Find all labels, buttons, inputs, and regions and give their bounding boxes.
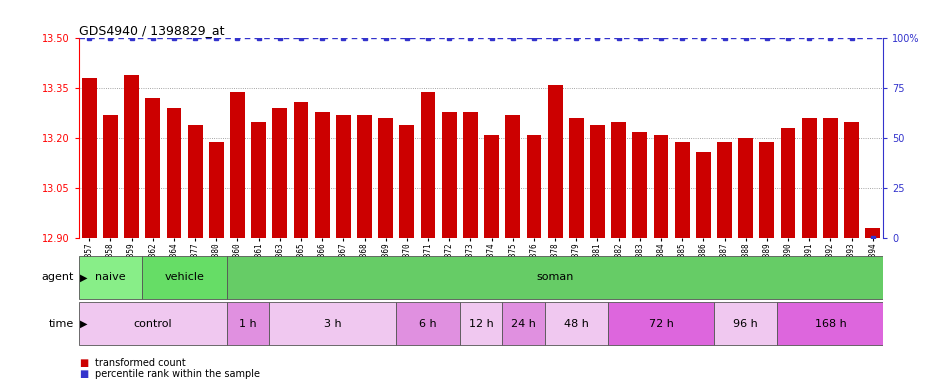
Text: time: time (49, 318, 74, 329)
Text: vehicle: vehicle (165, 272, 204, 283)
Bar (759, 142, 774, 238)
Bar (142, 256, 227, 299)
Bar (823, 118, 838, 238)
Bar (293, 102, 308, 238)
Text: naive: naive (95, 272, 126, 283)
Text: 3 h: 3 h (324, 318, 341, 329)
Bar (696, 152, 710, 238)
Bar (81, 78, 96, 238)
Bar (227, 256, 883, 299)
Text: 48 h: 48 h (564, 318, 588, 329)
Bar (717, 142, 732, 238)
Bar (526, 135, 541, 238)
Text: control: control (133, 318, 172, 329)
Bar (545, 302, 608, 345)
Bar (124, 75, 139, 238)
Text: ■: ■ (79, 369, 88, 379)
Text: 24 h: 24 h (511, 318, 536, 329)
Bar (778, 302, 883, 345)
Text: 168 h: 168 h (815, 318, 846, 329)
Bar (252, 122, 266, 238)
Text: 6 h: 6 h (419, 318, 437, 329)
Bar (421, 92, 436, 238)
Bar (79, 256, 142, 299)
Bar (396, 302, 460, 345)
Text: transformed count: transformed count (95, 358, 186, 368)
Bar (633, 132, 648, 238)
Bar (505, 115, 520, 238)
Bar (209, 142, 224, 238)
Bar (230, 92, 245, 238)
Text: GDS4940 / 1398829_at: GDS4940 / 1398829_at (79, 24, 224, 37)
Bar (802, 118, 817, 238)
Bar (188, 125, 203, 238)
Bar (845, 122, 859, 238)
Text: ■: ■ (79, 358, 88, 368)
Bar (866, 228, 881, 238)
Bar (569, 118, 584, 238)
Bar (502, 302, 545, 345)
Text: 12 h: 12 h (469, 318, 493, 329)
Bar (460, 302, 502, 345)
Bar (166, 108, 181, 238)
Bar (714, 302, 778, 345)
Text: 96 h: 96 h (734, 318, 758, 329)
Bar (608, 302, 714, 345)
Bar (590, 125, 605, 238)
Bar (611, 122, 626, 238)
Text: ▶: ▶ (80, 272, 87, 283)
Bar (145, 98, 160, 238)
Bar (378, 118, 393, 238)
Text: soman: soman (536, 272, 574, 283)
Bar (738, 138, 753, 238)
Bar (442, 112, 457, 238)
Text: percentile rank within the sample: percentile rank within the sample (95, 369, 260, 379)
Bar (357, 115, 372, 238)
Text: 1 h: 1 h (240, 318, 257, 329)
Bar (674, 142, 690, 238)
Bar (400, 125, 414, 238)
Bar (314, 112, 329, 238)
Bar (484, 135, 499, 238)
Bar (336, 115, 351, 238)
Bar (654, 135, 669, 238)
Bar (227, 302, 269, 345)
Bar (103, 115, 117, 238)
Bar (269, 302, 396, 345)
Text: ▶: ▶ (80, 318, 87, 329)
Bar (463, 112, 478, 238)
Bar (548, 85, 562, 238)
Bar (272, 108, 288, 238)
Bar (79, 302, 227, 345)
Text: agent: agent (42, 272, 74, 283)
Text: 72 h: 72 h (648, 318, 673, 329)
Bar (781, 128, 796, 238)
